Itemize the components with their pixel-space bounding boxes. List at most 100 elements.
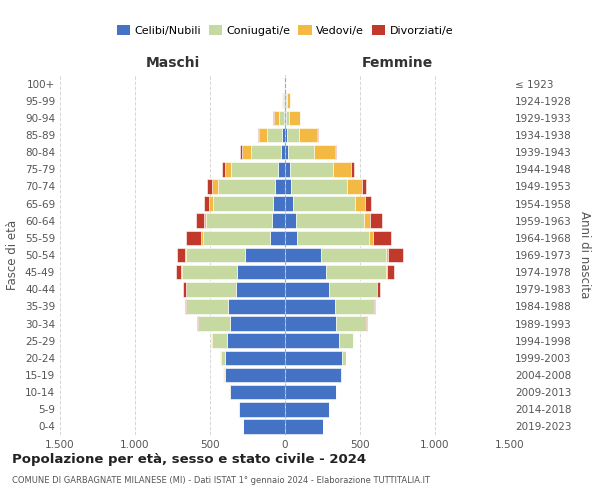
Bar bbox=[285, 334, 339, 348]
Bar bbox=[351, 162, 354, 176]
Bar bbox=[325, 265, 386, 280]
Bar bbox=[317, 128, 318, 142]
Bar bbox=[277, 162, 285, 176]
Bar bbox=[198, 316, 229, 331]
Bar bbox=[212, 179, 218, 194]
Bar bbox=[222, 162, 225, 176]
Bar bbox=[235, 282, 285, 296]
Bar bbox=[293, 196, 355, 211]
Bar bbox=[271, 214, 285, 228]
Bar bbox=[336, 316, 366, 331]
Bar bbox=[291, 179, 347, 194]
Bar bbox=[290, 162, 333, 176]
Y-axis label: Fasce di età: Fasce di età bbox=[7, 220, 19, 290]
Bar bbox=[335, 145, 337, 160]
Bar bbox=[223, 368, 225, 382]
Bar bbox=[285, 214, 296, 228]
Bar bbox=[240, 145, 242, 160]
Bar bbox=[285, 145, 288, 160]
Bar bbox=[285, 419, 323, 434]
Bar bbox=[201, 230, 203, 245]
Bar bbox=[285, 230, 297, 245]
Bar bbox=[212, 334, 227, 348]
Text: COMUNE DI GARBAGNATE MILANESE (MI) - Dati ISTAT 1° gennaio 2024 - Elaborazione T: COMUNE DI GARBAGNATE MILANESE (MI) - Dat… bbox=[12, 476, 430, 485]
Bar bbox=[288, 145, 314, 160]
Bar bbox=[347, 179, 361, 194]
Bar bbox=[285, 162, 290, 176]
Bar bbox=[203, 230, 270, 245]
Bar bbox=[285, 196, 293, 211]
Bar bbox=[181, 265, 182, 280]
Bar bbox=[237, 265, 285, 280]
Bar bbox=[270, 230, 285, 245]
Bar bbox=[274, 110, 279, 125]
Bar bbox=[239, 402, 285, 416]
Bar bbox=[225, 350, 285, 365]
Bar bbox=[285, 299, 335, 314]
Bar bbox=[273, 196, 285, 211]
Bar bbox=[225, 368, 285, 382]
Bar bbox=[285, 402, 329, 416]
Bar bbox=[279, 110, 284, 125]
Bar bbox=[374, 299, 376, 314]
Bar bbox=[176, 265, 181, 280]
Bar bbox=[267, 128, 282, 142]
Bar bbox=[231, 162, 277, 176]
Bar bbox=[286, 110, 289, 125]
Bar bbox=[204, 196, 209, 211]
Bar bbox=[228, 299, 285, 314]
Bar bbox=[281, 94, 283, 108]
Bar bbox=[218, 179, 275, 194]
Bar bbox=[377, 282, 380, 296]
Bar bbox=[245, 248, 285, 262]
Bar bbox=[229, 385, 285, 400]
Bar bbox=[285, 94, 286, 108]
Bar bbox=[285, 385, 336, 400]
Bar bbox=[197, 316, 198, 331]
Bar bbox=[186, 230, 201, 245]
Bar bbox=[335, 299, 373, 314]
Bar bbox=[289, 110, 300, 125]
Bar bbox=[229, 316, 285, 331]
Bar bbox=[227, 334, 285, 348]
Bar bbox=[285, 265, 325, 280]
Text: Maschi: Maschi bbox=[145, 56, 200, 70]
Bar bbox=[251, 145, 281, 160]
Bar bbox=[296, 214, 364, 228]
Y-axis label: Anni di nascita: Anni di nascita bbox=[578, 212, 591, 298]
Bar bbox=[361, 179, 366, 194]
Bar bbox=[364, 214, 370, 228]
Bar bbox=[342, 350, 346, 365]
Bar bbox=[388, 248, 403, 262]
Bar bbox=[281, 145, 285, 160]
Bar bbox=[370, 214, 382, 228]
Legend: Celibi/Nubili, Coniugati/e, Vedovi/e, Divorziati/e: Celibi/Nubili, Coniugati/e, Vedovi/e, Di… bbox=[112, 21, 458, 40]
Bar bbox=[285, 128, 287, 142]
Bar bbox=[339, 334, 353, 348]
Bar bbox=[284, 110, 285, 125]
Bar bbox=[365, 196, 371, 211]
Text: Femmine: Femmine bbox=[362, 56, 433, 70]
Bar bbox=[369, 230, 373, 245]
Bar bbox=[333, 162, 351, 176]
Bar bbox=[258, 128, 259, 142]
Bar bbox=[186, 282, 235, 296]
Text: Popolazione per età, sesso e stato civile - 2024: Popolazione per età, sesso e stato civil… bbox=[12, 452, 366, 466]
Bar bbox=[225, 162, 231, 176]
Bar bbox=[329, 282, 377, 296]
Bar bbox=[243, 419, 285, 434]
Bar bbox=[176, 248, 185, 262]
Bar bbox=[182, 265, 237, 280]
Bar bbox=[285, 350, 342, 365]
Bar bbox=[285, 368, 341, 382]
Bar bbox=[209, 196, 213, 211]
Bar bbox=[285, 110, 286, 125]
Bar bbox=[285, 316, 336, 331]
Bar bbox=[287, 128, 299, 142]
Bar bbox=[221, 350, 225, 365]
Bar bbox=[386, 248, 388, 262]
Bar bbox=[185, 248, 186, 262]
Bar bbox=[285, 282, 329, 296]
Bar bbox=[321, 248, 386, 262]
Bar bbox=[184, 282, 185, 296]
